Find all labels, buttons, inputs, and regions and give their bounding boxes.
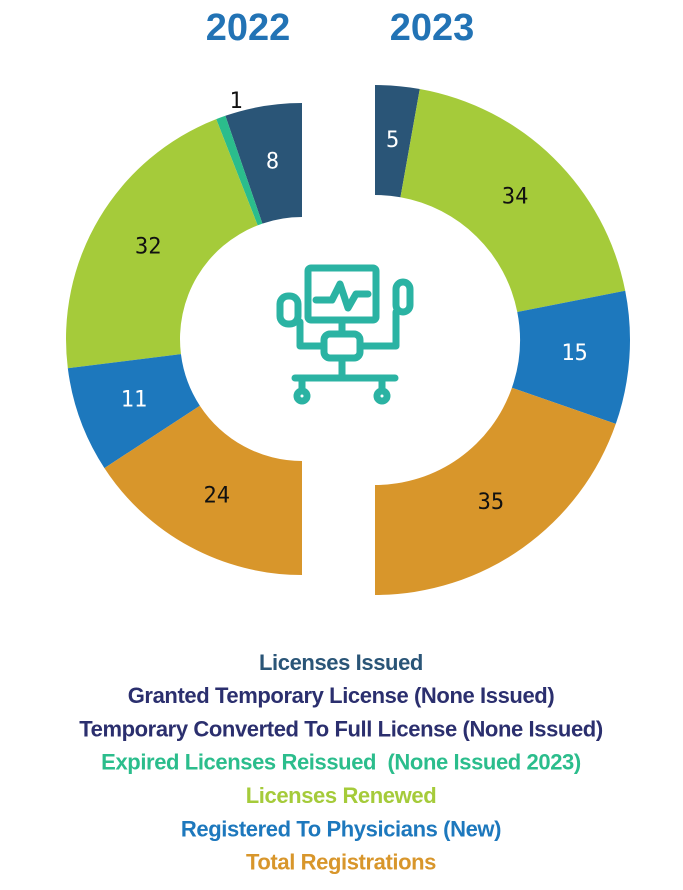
value-label: 15 — [561, 341, 588, 366]
value-label: 5 — [386, 128, 399, 153]
donut-segment — [375, 85, 420, 198]
donut-segment — [104, 405, 302, 575]
legend-entry: Licenses Renewed — [246, 783, 436, 808]
legend-entry: Granted Temporary License (None Issued) — [128, 683, 555, 708]
donut-segment — [375, 387, 616, 595]
legend-entry: Temporary Converted To Full License (Non… — [79, 716, 603, 741]
value-label: 35 — [478, 490, 505, 515]
value-label: 34 — [502, 184, 529, 209]
donut-segment — [400, 88, 626, 313]
donut-segment — [67, 354, 200, 469]
legend-entry: Total Registrations — [246, 850, 436, 875]
legend-entry: Registered To Physicians (New) — [181, 816, 501, 841]
donut-segment — [225, 103, 302, 224]
value-label: 24 — [204, 483, 231, 508]
value-label: 11 — [121, 388, 148, 413]
donut-segment — [216, 115, 263, 226]
year-label: 2023 — [390, 7, 475, 49]
legend-entry: Licenses Issued — [259, 650, 423, 675]
donut-segment — [65, 119, 258, 369]
monitor-icon — [276, 264, 414, 405]
legend-entry: Expired Licenses Reissued (None Issued 2… — [101, 750, 581, 775]
value-label: 8 — [266, 149, 279, 174]
year-label: 2022 — [206, 7, 291, 49]
value-label: 1 — [229, 89, 242, 114]
value-label: 32 — [135, 234, 162, 259]
donut-segment — [511, 290, 631, 424]
